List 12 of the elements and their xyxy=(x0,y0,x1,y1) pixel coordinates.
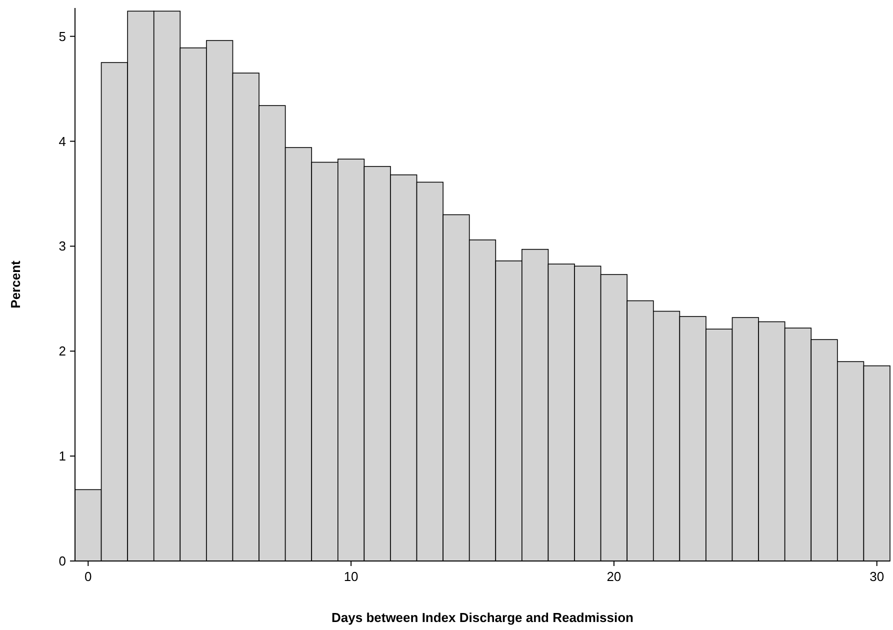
y-tick-label: 5 xyxy=(58,28,66,44)
x-tick-label: 10 xyxy=(344,569,358,584)
x-tick-label: 20 xyxy=(606,569,622,584)
y-tick-label: 4 xyxy=(58,134,66,149)
y-tick-label: 0 xyxy=(58,554,66,569)
x-axis-title: Days between Index Discharge and Readmission xyxy=(332,610,634,625)
y-tick-label: 1 xyxy=(58,448,66,464)
y-tick-label: 3 xyxy=(58,238,66,254)
y-tick-label: 2 xyxy=(58,344,66,359)
x-tick-label: 30 xyxy=(870,569,884,584)
y-axis-title: Percent xyxy=(8,260,23,308)
x-tick-label: 0 xyxy=(84,569,92,584)
